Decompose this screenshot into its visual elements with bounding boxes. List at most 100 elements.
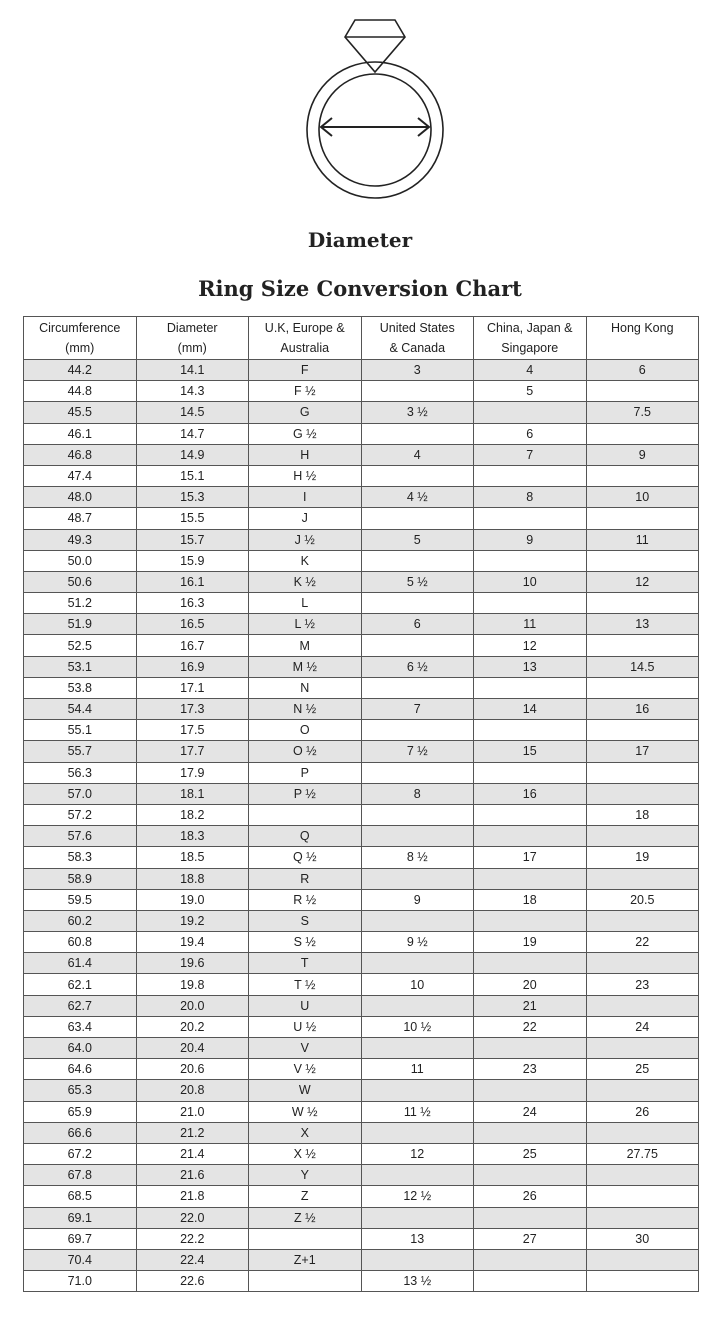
table-cell: 20.2 <box>135 1015 249 1039</box>
table-cell: 8 <box>473 486 587 509</box>
table-cell: 19.8 <box>135 973 249 996</box>
table-row: 57.0 18.1 P ½ 8 16 <box>23 782 699 805</box>
table-cell <box>473 1036 587 1060</box>
table-cell: X ½ <box>248 1142 362 1166</box>
table-cell: 9 ½ <box>360 931 474 954</box>
table-cell: 17.7 <box>135 740 249 763</box>
table-cell: 16.9 <box>135 655 249 678</box>
ring-icon <box>306 19 444 199</box>
table-cell: 5 <box>473 380 587 403</box>
table-cell: 27.75 <box>585 1142 699 1166</box>
table-cell: 16.7 <box>135 634 249 657</box>
column-header-line: Circumference <box>39 321 121 335</box>
table-cell: 11 <box>585 528 699 551</box>
double-arrow-icon <box>319 117 431 137</box>
table-cell: 14.9 <box>135 443 249 466</box>
table-cell: 26 <box>473 1185 587 1208</box>
table-cell: 6 ½ <box>360 655 474 678</box>
table-cell: 19 <box>585 846 699 869</box>
table-cell <box>585 825 699 848</box>
table-cell: G ½ <box>248 422 362 445</box>
table-cell: 20.8 <box>135 1079 249 1102</box>
table-cell: 16.5 <box>135 613 249 636</box>
table-cell: 68.5 <box>23 1185 137 1208</box>
table-cell: Y <box>248 1164 362 1187</box>
table-cell: 18.3 <box>135 825 249 848</box>
table-row: 48.0 15.3 I 4 ½ 8 10 <box>23 486 699 509</box>
table-cell: 21.2 <box>135 1121 249 1144</box>
table-cell: 59.5 <box>23 888 137 911</box>
table-cell: Q <box>248 825 362 848</box>
table-cell <box>360 422 474 445</box>
table-cell: 23 <box>585 973 699 996</box>
table-cell: U <box>248 994 362 1017</box>
column-header-line: & Canada <box>389 341 446 355</box>
table-cell: N ½ <box>248 697 362 721</box>
table-cell: 70.4 <box>23 1248 137 1272</box>
table-cell: 21.4 <box>135 1142 249 1166</box>
table-cell <box>360 803 474 827</box>
table-cell: Z ½ <box>248 1206 362 1229</box>
table-row: 56.3 17.9 P <box>23 761 699 784</box>
table-cell <box>360 994 474 1017</box>
table-cell: 12 <box>473 634 587 657</box>
table-cell: 60.8 <box>23 931 137 954</box>
table-cell: U ½ <box>248 1015 362 1039</box>
table-cell <box>360 825 474 848</box>
table-cell: 5 <box>360 528 474 551</box>
table-cell: 58.9 <box>23 867 137 890</box>
table-cell: 4 <box>360 443 474 466</box>
table-cell: 23 <box>473 1058 587 1081</box>
table-cell: 64.6 <box>23 1058 137 1081</box>
column-header-line: Hong Kong <box>610 321 674 335</box>
table-cell <box>248 1270 362 1293</box>
table-cell <box>585 1248 699 1272</box>
table-cell <box>360 676 474 700</box>
table-cell <box>585 1036 699 1060</box>
table-cell: 51.9 <box>23 613 137 636</box>
table-row: 51.9 16.5 L ½ 6 11 13 <box>23 613 699 636</box>
table-cell: 10 <box>473 570 587 594</box>
table-row: 57.2 18.2 18 <box>23 803 699 827</box>
table-row: 45.5 14.5 G 3 ½ 7.5 <box>23 401 699 424</box>
table-cell <box>473 676 587 700</box>
table-cell: Z <box>248 1185 362 1208</box>
table-cell: 14 <box>473 697 587 721</box>
table-cell: O <box>248 719 362 742</box>
table-cell: J ½ <box>248 528 362 551</box>
table-cell <box>473 507 587 530</box>
table-cell <box>473 1206 587 1229</box>
table-cell: 44.2 <box>23 358 137 382</box>
table-cell <box>360 634 474 657</box>
table-cell: 64.0 <box>23 1036 137 1060</box>
table-cell <box>473 761 587 784</box>
table-cell: J <box>248 507 362 530</box>
table-cell: 20.4 <box>135 1036 249 1060</box>
table-cell <box>585 952 699 975</box>
table-cell <box>473 1121 587 1144</box>
table-cell: 6 <box>585 358 699 382</box>
table-row: 55.1 17.5 O <box>23 719 699 742</box>
column-header: Diameter (mm) <box>135 316 249 360</box>
table-cell: 55.1 <box>23 719 137 742</box>
table-cell: 19.6 <box>135 952 249 975</box>
table-cell <box>473 1248 587 1272</box>
table-row: 71.0 22.6 13 ½ <box>23 1270 699 1293</box>
table-cell: 13 <box>360 1227 474 1250</box>
table-cell: K ½ <box>248 570 362 594</box>
table-cell: 51.2 <box>23 592 137 615</box>
table-cell: M ½ <box>248 655 362 678</box>
table-cell <box>473 464 587 488</box>
table-cell: W <box>248 1079 362 1102</box>
table-cell: 15 <box>473 740 587 763</box>
table-cell <box>585 380 699 403</box>
column-header-line: United States <box>379 321 455 335</box>
table-cell: T <box>248 952 362 975</box>
table-cell: R ½ <box>248 888 362 911</box>
table-row: 44.8 14.3 F ½ 5 <box>23 380 699 403</box>
table-cell: 14.7 <box>135 422 249 445</box>
table-cell <box>473 952 587 975</box>
table-cell: 46.8 <box>23 443 137 466</box>
table-cell: 71.0 <box>23 1270 137 1293</box>
table-cell <box>360 1206 474 1229</box>
